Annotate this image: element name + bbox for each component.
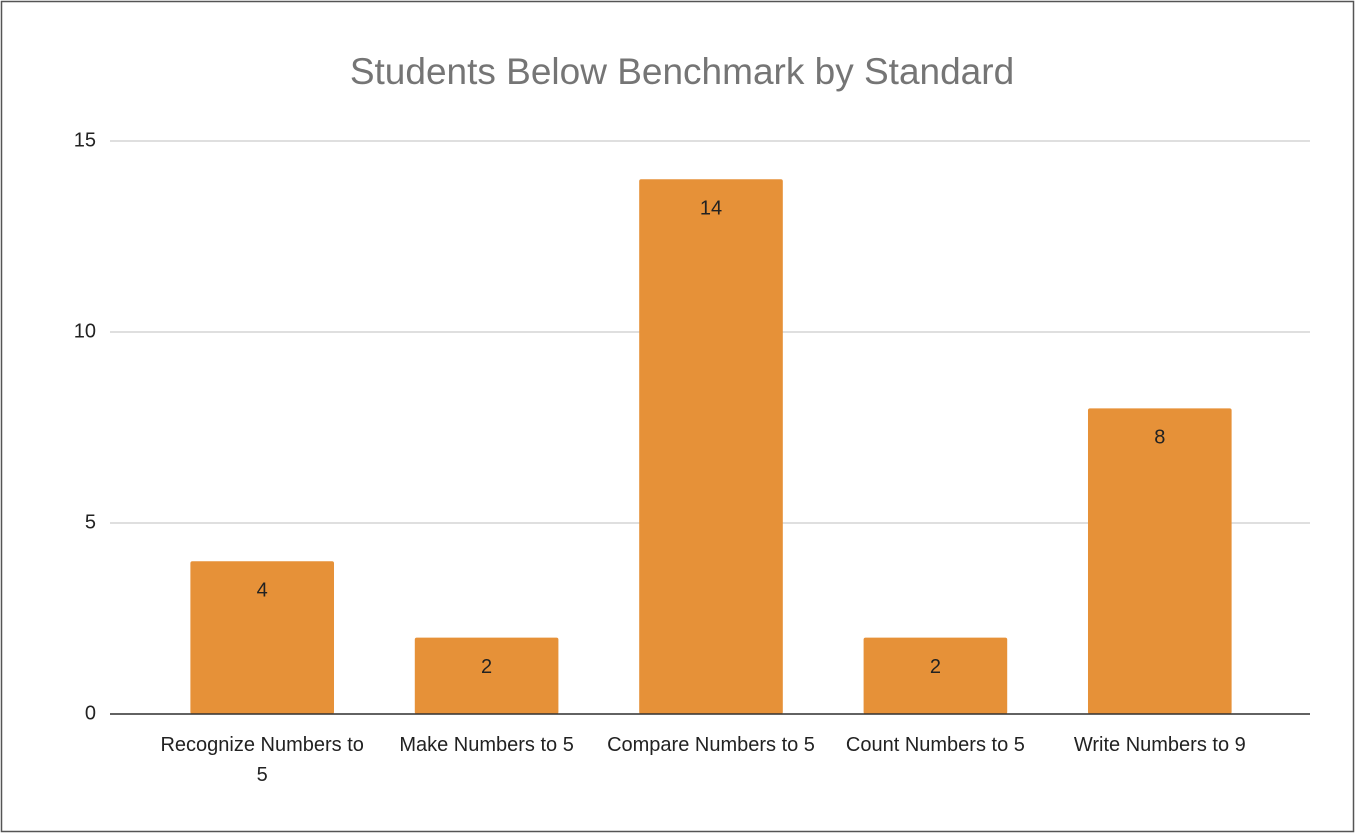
x-tick-label: Make Numbers to 5 — [399, 734, 574, 756]
y-tick-label: 5 — [85, 511, 96, 533]
x-tick-label: Compare Numbers to 5 — [607, 734, 815, 756]
data-label: 4 — [257, 579, 268, 601]
y-tick-label: 10 — [74, 320, 96, 342]
data-label: 14 — [700, 197, 722, 219]
x-tick-label: Count Numbers to 5 — [845, 734, 1025, 756]
bar — [190, 561, 335, 714]
data-label: 8 — [1154, 427, 1165, 449]
x-tick-label: Write Numbers to 9 — [1073, 734, 1246, 756]
chart-title: Students Below Benchmark by Standard — [350, 51, 1014, 92]
x-tick-label: Recognize Numbers to 5 — [160, 734, 364, 786]
bar — [639, 179, 783, 714]
bar — [1087, 408, 1232, 714]
data-label: 2 — [930, 656, 941, 678]
y-tick-label: 0 — [85, 702, 96, 724]
data-label: 2 — [481, 656, 492, 678]
y-tick-label: 15 — [74, 129, 96, 151]
bar — [414, 637, 559, 714]
bar — [863, 637, 1008, 714]
